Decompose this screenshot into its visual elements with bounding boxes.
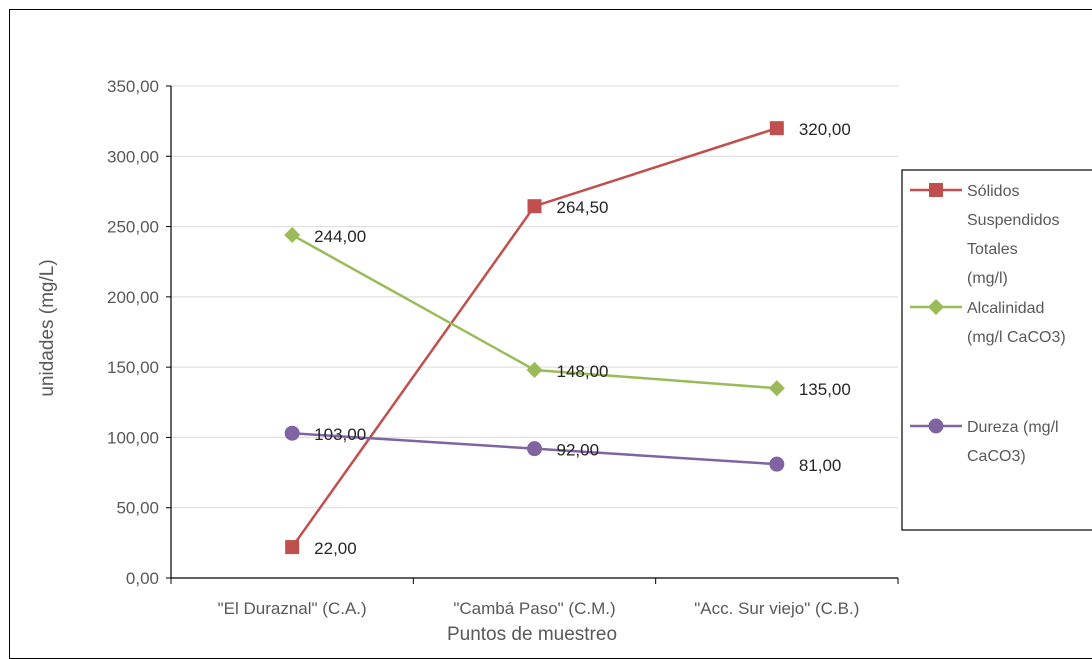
y-tick-label: 200,00: [107, 288, 159, 307]
y-tick-label: 350,00: [107, 77, 159, 96]
legend-label: Suspendidos: [967, 212, 1060, 229]
data-label: 264,50: [557, 198, 609, 217]
data-label: 135,00: [799, 380, 851, 399]
data-label: 320,00: [799, 120, 851, 139]
legend-label: Totales: [967, 241, 1018, 258]
y-tick-label: 250,00: [107, 218, 159, 237]
y-tick-label: 100,00: [107, 428, 159, 447]
legend-marker: [929, 183, 943, 197]
x-tick-label: "Cambá Paso" (C.M.): [453, 599, 615, 618]
legend-label: CaCO3): [967, 448, 1026, 465]
y-tick-label: 0,00: [126, 569, 159, 588]
data-label: 92,00: [557, 441, 600, 460]
data-label: 81,00: [799, 456, 842, 475]
data-point: [284, 425, 300, 441]
data-point: [284, 226, 301, 244]
legend-label: (mg/l): [967, 270, 1008, 287]
legend: Sólidos Suspendidos Totales (mg/l) Alcalinid…: [901, 169, 1092, 531]
x-tick-labels: "El Duraznal" (C.A.) "Cambá Paso" (C.M.) "…: [218, 599, 860, 618]
y-tick-labels: 0,00 50,00 100,00 150,00 200,00 250,00 300,00 3…: [107, 77, 159, 588]
legend-label: Dureza (mg/l: [967, 419, 1059, 436]
y-axis-title: unidades (mg/L): [37, 259, 58, 396]
data-point: [285, 540, 300, 555]
data-label: 148,00: [557, 362, 609, 381]
data-point: [526, 361, 543, 379]
data-point: [769, 121, 784, 136]
series-group: [284, 121, 785, 555]
line-chart: 0,00 50,00 100,00 150,00 200,00 250,00 300,00 3…: [37, 77, 1092, 645]
data-point: [527, 441, 542, 457]
series-line: [291, 126, 778, 548]
data-label: 103,00: [314, 425, 366, 444]
x-tick-label: "El Duraznal" (C.A.): [218, 599, 367, 618]
data-point: [527, 199, 542, 214]
legend-label: Sólidos: [967, 183, 1019, 200]
data-point: [768, 380, 785, 397]
legend-marker: [927, 298, 945, 316]
axes: [166, 85, 899, 584]
legend-box: [901, 169, 1092, 531]
x-tick-label: "Acc. Sur viejo" (C.B.): [694, 599, 859, 618]
y-tick-label: 300,00: [107, 147, 159, 166]
legend-marker: [928, 418, 944, 434]
legend-label: (mg/l CaCO3): [967, 329, 1066, 346]
data-point: [769, 456, 785, 472]
y-tick-label: 50,00: [116, 499, 159, 518]
data-label: 22,00: [314, 539, 357, 558]
y-tick-label: 150,00: [107, 358, 159, 377]
legend-label: Alcalinidad: [967, 300, 1044, 317]
x-axis-title: Puntos de muestreo: [447, 624, 617, 645]
data-labels: 22,00 264,50 320,00 244,00 148,00 135,00 103,0…: [314, 120, 851, 558]
data-label: 244,00: [314, 227, 366, 246]
